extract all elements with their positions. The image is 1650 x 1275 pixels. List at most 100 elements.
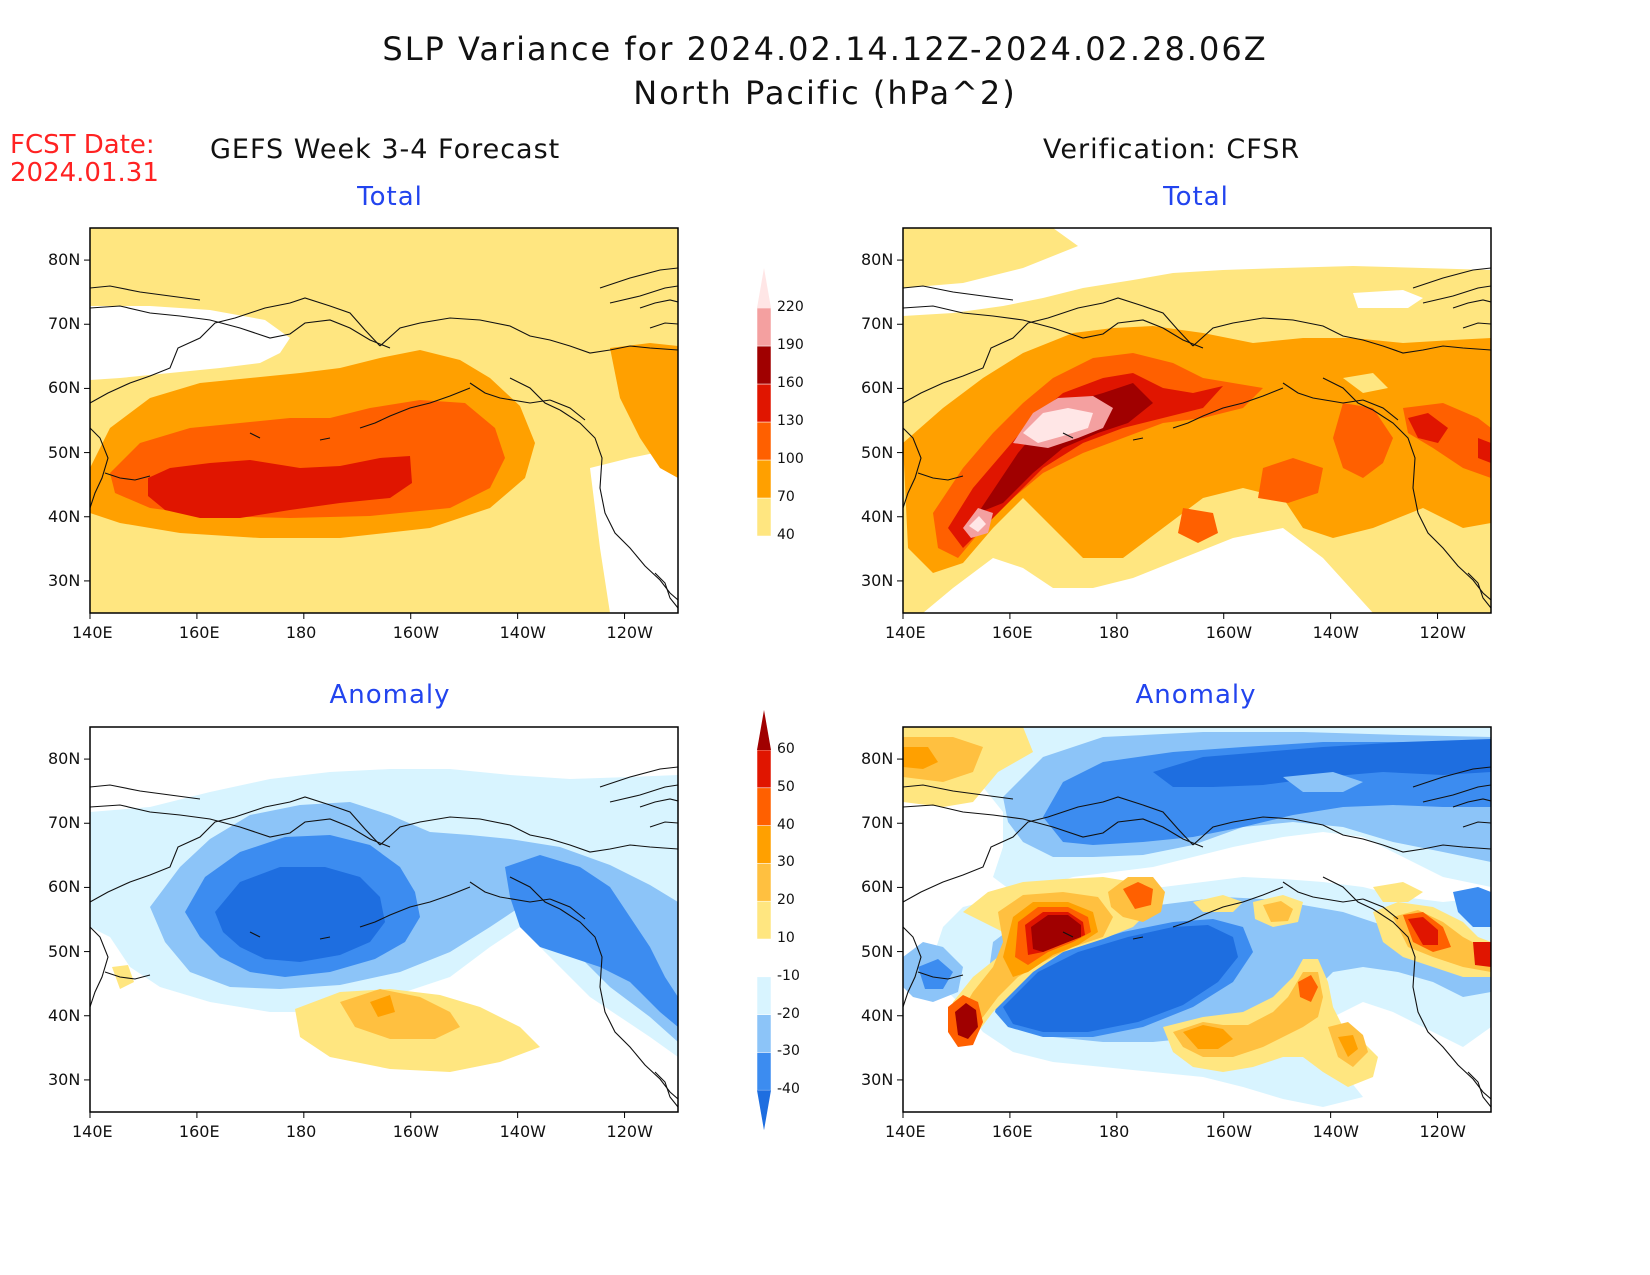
colorbar-swatch — [756, 497, 772, 537]
lon-label: 160E — [991, 623, 1033, 642]
colorbar-level-label: 160 — [777, 375, 804, 391]
colorbar-swatch — [756, 1014, 772, 1053]
lon-label: 140W — [499, 623, 546, 642]
lon-label: 140E — [72, 1122, 113, 1141]
colorbar-swatch — [756, 976, 772, 1015]
colorbar-swatch — [756, 863, 772, 902]
colorbar-anomaly — [756, 710, 772, 1131]
lat-label: 60N — [861, 378, 894, 398]
lon-label: 120W — [1419, 1122, 1466, 1141]
fcst-date: 2024.01.31 — [10, 158, 159, 188]
lon-label: 120W — [1419, 623, 1466, 642]
colorbar-level-label: 220 — [777, 299, 804, 315]
lat-label: 40N — [48, 1005, 81, 1025]
lat-label: 50N — [861, 442, 894, 462]
colorbar-level-label: -30 — [777, 1043, 800, 1060]
lon-label: 160W — [1205, 1122, 1253, 1141]
panel-top-right-total-verification — [902, 227, 1492, 614]
lat-label: 60N — [48, 378, 81, 398]
lon-label: 160E — [178, 1122, 220, 1141]
colorbar-level-label: 20 — [777, 892, 795, 909]
colorbar-level-label: 30 — [777, 854, 795, 871]
lat-label: 60N — [48, 877, 81, 897]
lon-label: 140W — [1312, 1122, 1359, 1141]
colorbar-level-label: 70 — [777, 489, 795, 505]
lat-label: 70N — [48, 813, 81, 833]
lat-label: 70N — [48, 314, 81, 334]
lon-label: 180 — [1098, 1122, 1130, 1141]
colorbar-swatch — [756, 421, 772, 461]
colorbar-swatch — [756, 383, 772, 423]
right-column-title: Verification: CFSR — [1043, 134, 1301, 165]
lon-label: 140E — [72, 623, 113, 642]
lon-label: 140W — [499, 1122, 546, 1141]
lon-label: 140E — [885, 1122, 926, 1141]
colorbar-swatch — [756, 345, 772, 385]
colorbar-level-label: -40 — [777, 1081, 800, 1098]
lon-label: 160E — [991, 1122, 1033, 1141]
lat-label: 70N — [861, 314, 894, 334]
colorbar-level-label: 60 — [777, 741, 795, 757]
colorbar-swatch — [756, 307, 772, 347]
colorbar-level-label: 50 — [777, 778, 795, 795]
lat-label: 50N — [48, 941, 81, 961]
lat-label: 70N — [861, 813, 894, 833]
colorbar-level-label: 10 — [777, 930, 795, 946]
panel-bottom-left-anomaly-forecast — [89, 726, 679, 1113]
lon-label: 180 — [285, 623, 317, 642]
colorbar-swatch — [756, 749, 772, 789]
lon-label: 160W — [392, 623, 440, 642]
panel-title-bottom-right: Anomaly — [1135, 680, 1257, 710]
lon-label: 180 — [1098, 623, 1130, 642]
panel-title-top-left: Total — [357, 182, 423, 212]
colorbar-level-label: 130 — [777, 413, 804, 429]
lon-label: 160W — [392, 1122, 440, 1141]
lat-label: 40N — [48, 506, 81, 526]
lon-label: 160E — [178, 623, 220, 642]
panel-title-bottom-left: Anomaly — [329, 680, 451, 710]
colorbar-top-arrow — [757, 710, 771, 750]
lon-label: 120W — [606, 623, 653, 642]
colorbar-level-label: 100 — [777, 451, 804, 467]
lat-label: 80N — [48, 749, 81, 769]
lat-label: 80N — [48, 250, 81, 270]
colorbar-level-label: 190 — [777, 337, 804, 353]
colorbar-bottom-arrow — [757, 1090, 771, 1131]
colorbar-swatch — [756, 787, 772, 826]
colorbar-swatch — [756, 1052, 772, 1091]
lat-label: 40N — [861, 506, 894, 526]
panel-title-top-right: Total — [1163, 182, 1229, 212]
lon-label: 140E — [885, 623, 926, 642]
lat-label: 80N — [861, 749, 894, 769]
lon-label: 180 — [285, 1122, 317, 1141]
lon-label: 160W — [1205, 623, 1253, 642]
colorbar-level-label: 40 — [777, 816, 795, 833]
main-title: SLP Variance for 2024.02.14.12Z-2024.02.… — [382, 30, 1268, 68]
colorbar-swatch — [756, 825, 772, 864]
main-subtitle: North Pacific (hPa^2) — [633, 74, 1017, 112]
lat-label: 30N — [861, 570, 894, 590]
lon-label: 140W — [1312, 623, 1359, 642]
colorbar-level-label: -10 — [777, 967, 800, 984]
lat-label: 30N — [48, 570, 81, 590]
panel-bottom-right-anomaly-verification — [902, 726, 1492, 1113]
colorbar-level-label: 40 — [777, 527, 795, 543]
lat-label: 50N — [861, 941, 894, 961]
colorbar-swatch — [756, 459, 772, 499]
colorbar-total — [756, 268, 772, 537]
colorbar-swatch — [756, 900, 772, 940]
lat-label: 30N — [48, 1069, 81, 1089]
fcst-label: FCST Date: — [10, 130, 155, 160]
colorbar-level-label: -20 — [777, 1005, 800, 1022]
lon-label: 120W — [606, 1122, 653, 1141]
lat-label: 60N — [861, 877, 894, 897]
lat-label: 40N — [861, 1005, 894, 1025]
lat-label: 50N — [48, 442, 81, 462]
left-column-title: GEFS Week 3-4 Forecast — [210, 134, 561, 165]
lat-label: 80N — [861, 250, 894, 270]
colorbar-swatch — [756, 938, 772, 978]
colorbar-top-arrow — [757, 268, 771, 308]
panel-top-left-total-forecast — [89, 227, 679, 614]
lat-label: 30N — [861, 1069, 894, 1089]
